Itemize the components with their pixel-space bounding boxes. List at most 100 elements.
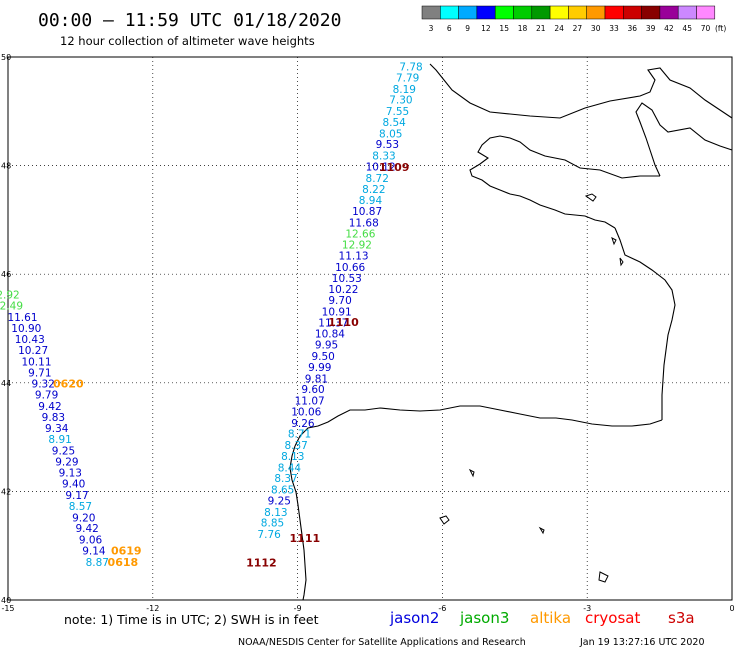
legend-swatch [641, 5, 661, 20]
coast-normandy [635, 102, 733, 177]
satellite-s3a-label: s3a [668, 609, 695, 627]
map-graticule: -15 -12 -9 -6 -3 0 40 42 44 46 48 50 [1, 53, 735, 613]
wave-height-label: 9.60 [301, 384, 324, 396]
wave-height-label: 9.53 [376, 139, 399, 151]
wave-height-label: 10.53 [332, 273, 362, 285]
wave-height-label: 9.25 [268, 495, 291, 507]
wave-height-label: 9.17 [65, 490, 88, 502]
wave-height-label: 12.49 [0, 300, 23, 312]
coast-biscay-france [614, 227, 676, 420]
wave-height-label: 8.72 [366, 173, 389, 185]
wave-height-label: 9.83 [42, 412, 65, 424]
wave-height-label: 10.91 [322, 306, 352, 318]
wave-height-label: 9.95 [315, 340, 338, 352]
legend-swatch [494, 5, 514, 20]
legend-swatch [568, 5, 587, 20]
legend-label: 42 [664, 24, 674, 33]
wave-height-label: 10.43 [15, 334, 45, 346]
satellite-cryosat-label: cryosat [585, 609, 640, 627]
wave-height-label: 9.40 [62, 479, 85, 491]
island-4 [439, 515, 450, 525]
wave-height-label: 9.42 [75, 523, 98, 535]
wave-height-label: 8.71 [288, 429, 311, 441]
lat-tick-label: 48 [1, 162, 11, 171]
legend-label: 18 [518, 24, 528, 33]
coast-brittany [469, 135, 660, 229]
wave-height-label: 10.90 [11, 323, 41, 335]
legend-swatch [623, 5, 642, 20]
wave-height-label: 9.32 [32, 379, 55, 391]
wave-height-label: 10.66 [335, 262, 365, 274]
wave-height-label: 11.13 [339, 251, 369, 263]
wave-height-label: 9.81 [305, 373, 328, 385]
wave-height-label: 8.94 [359, 195, 383, 207]
legend-swatch [476, 5, 496, 20]
legend-label: 9 [465, 24, 470, 33]
wave-height-label: 8.13 [264, 507, 287, 519]
island-5 [468, 468, 475, 478]
satellite-altika-label: altika [530, 609, 571, 627]
lon-tick-label: -12 [146, 604, 159, 613]
island-7 [538, 526, 545, 535]
wave-height-label: 8.57 [69, 501, 92, 513]
wave-height-label: 9.71 [28, 367, 51, 379]
pass-time-label: 0619 [111, 544, 142, 557]
satellite-legend: jason2 jason3 altika cryosat s3a [389, 609, 695, 627]
map-frame [7, 56, 733, 601]
wave-height-label: 7.55 [386, 106, 409, 118]
legend-label: 70 [701, 24, 711, 33]
pass-time-label: 1111 [290, 532, 321, 545]
wave-height-label: 8.37 [284, 440, 307, 452]
wave-height-label: 8.33 [372, 151, 395, 163]
wave-height-label: 9.14 [82, 545, 106, 557]
wave-height-label: 7.78 [399, 62, 422, 74]
wave-height-label: 12.92 [342, 240, 372, 252]
wave-height-label: 11.37 [318, 317, 348, 329]
pass-time-label: 0620 [53, 378, 84, 391]
legend-swatch [549, 5, 569, 20]
wave-height-label: 7.76 [257, 529, 281, 541]
lon-tick-label: -15 [1, 604, 14, 613]
wave-height-label: 8.54 [382, 117, 406, 129]
pass-time-label: 1110 [328, 316, 359, 329]
legend-label: 36 [628, 24, 638, 33]
wave-height-label: 8.37 [274, 473, 297, 485]
legend-label: 39 [646, 24, 656, 33]
legend-swatch [586, 5, 606, 20]
legend-label: 3 [429, 24, 434, 33]
coast-portugal [289, 445, 307, 601]
legend-swatch [531, 5, 551, 20]
lat-tick-label: 42 [1, 487, 11, 496]
legend-swatch [440, 5, 459, 20]
wave-height-label: 10.11 [21, 356, 51, 368]
wave-height-label: 9.50 [311, 351, 334, 363]
wave-height-label: 9.06 [79, 535, 103, 547]
wave-height-label: 11.61 [7, 312, 37, 324]
lat-tick-label: 50 [1, 53, 11, 62]
wave-height-label: 9.34 [45, 423, 69, 435]
island-3 [619, 257, 624, 267]
wave-height-label: 10.06 [291, 406, 321, 418]
legend-label: 45 [682, 24, 692, 33]
legend-unit: (ft) [715, 24, 726, 33]
pass-time-label: 1109 [379, 161, 410, 174]
pass-time-label: 1112 [246, 556, 277, 569]
page-title: 00:00 – 11:59 UTC 01/18/2020 [38, 10, 341, 31]
wave-height-label: 12.66 [345, 228, 375, 240]
legend-swatch [677, 5, 697, 20]
satellite-jason3-label: jason3 [459, 609, 509, 627]
wave-height-label: 8.91 [48, 434, 71, 446]
satellite-jason2-label: jason2 [389, 609, 439, 627]
legend-label: 15 [499, 24, 509, 33]
wave-height-label: 9.70 [328, 295, 351, 307]
legend-label: 33 [609, 24, 619, 33]
wave-height-label: 10.84 [315, 329, 345, 341]
lon-tick-label: -3 [583, 604, 591, 613]
footer-note: note: 1) Time is in UTC; 2) SWH is in fe… [64, 612, 319, 627]
legend-swatch [604, 5, 624, 20]
legend-label: 12 [481, 24, 491, 33]
legend-label: 24 [554, 24, 564, 33]
wave-height-label: 9.79 [35, 390, 58, 402]
wave-height-label: 10.22 [328, 284, 358, 296]
